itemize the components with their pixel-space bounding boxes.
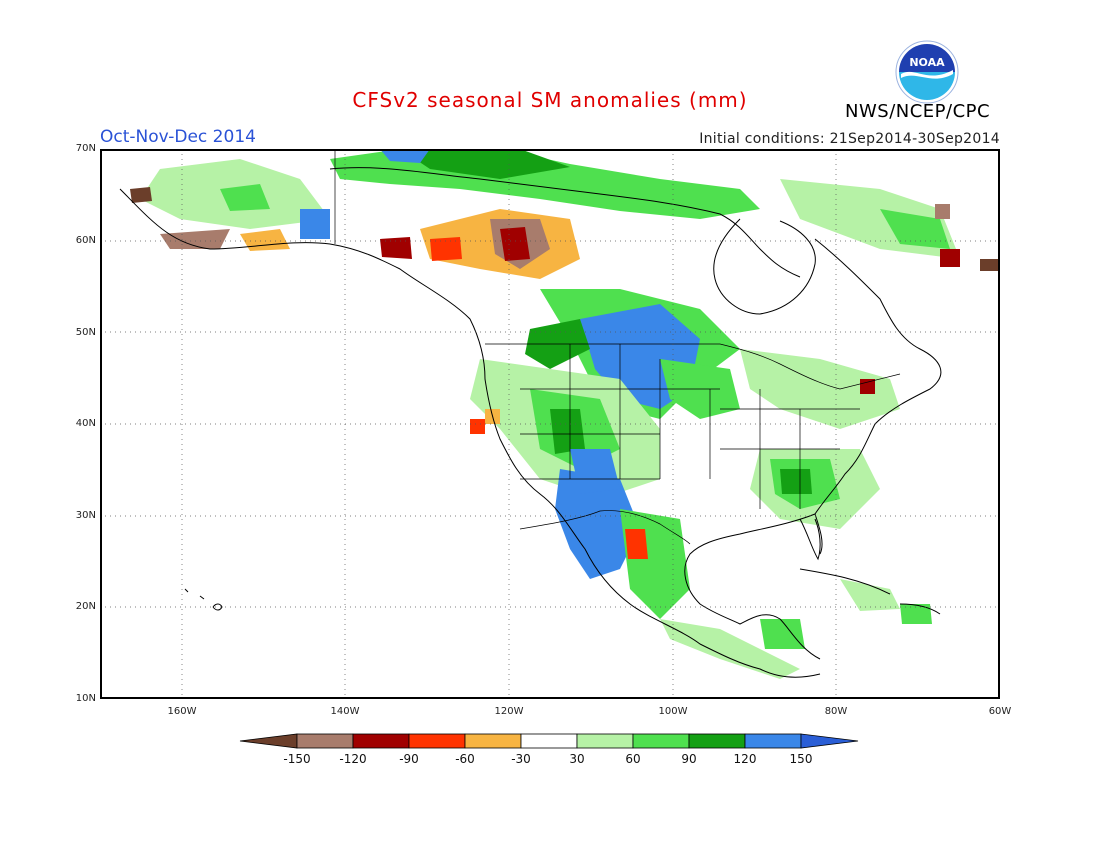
color-bar-bin <box>688 733 746 749</box>
lon-label-120w: 120W <box>494 706 524 717</box>
initial-conditions: Initial conditions: 21Sep2014-30Sep2014 <box>699 131 1000 147</box>
page-title: CFSv2 seasonal SM anomalies (mm) <box>352 88 748 112</box>
lat-label-50n: 50N <box>75 327 96 338</box>
map-frame <box>100 149 1000 699</box>
color-bar-bin <box>296 733 354 749</box>
graticule <box>100 149 1000 699</box>
color-bar-label: 120 <box>733 752 757 766</box>
coastlines <box>119 167 942 678</box>
lat-label-60n: 60N <box>75 235 96 246</box>
color-bar-bin <box>576 733 634 749</box>
lon-label-80w: 80W <box>824 706 848 717</box>
color-bar-bin <box>352 733 410 749</box>
lon-label-160w: 160W <box>167 706 197 717</box>
color-bar-label: -30 <box>511 752 531 766</box>
lat-label-20n: 20N <box>75 601 96 612</box>
color-bar-label: 150 <box>789 752 813 766</box>
logo-text: NOAA <box>909 56 945 69</box>
lat-label-40n: 40N <box>75 418 96 429</box>
lat-label-70n: 70N <box>75 143 96 154</box>
borders <box>334 149 901 545</box>
lat-label-10n: 10N <box>75 693 96 704</box>
color-bar-label: 60 <box>625 752 641 766</box>
color-bar-right-arrow <box>800 733 859 749</box>
forecast-period: Oct-Nov-Dec 2014 <box>100 127 256 147</box>
color-bar-bin <box>520 733 578 749</box>
noaa-logo: NOAA <box>895 40 959 104</box>
color-bar-bin <box>408 733 466 749</box>
color-bar-label: 90 <box>681 752 697 766</box>
lon-label-100w: 100W <box>658 706 688 717</box>
color-bar-label: -60 <box>455 752 475 766</box>
agency-label: NWS/NCEP/CPC <box>845 101 991 122</box>
color-bar-bin <box>744 733 802 749</box>
lon-label-140w: 140W <box>330 706 360 717</box>
color-bar-left-arrow <box>239 733 298 749</box>
lon-label-60w: 60W <box>988 706 1012 717</box>
color-bar-label: -90 <box>399 752 419 766</box>
anomaly-field <box>130 149 998 679</box>
color-bar-bin <box>632 733 690 749</box>
color-bar <box>239 733 859 749</box>
color-bar-label: 30 <box>569 752 585 766</box>
color-bar-label: -150 <box>283 752 311 766</box>
anomaly-map <box>100 149 1000 699</box>
color-bar-bin <box>464 733 522 749</box>
color-bar-label: -120 <box>339 752 367 766</box>
lat-label-30n: 30N <box>75 510 96 521</box>
